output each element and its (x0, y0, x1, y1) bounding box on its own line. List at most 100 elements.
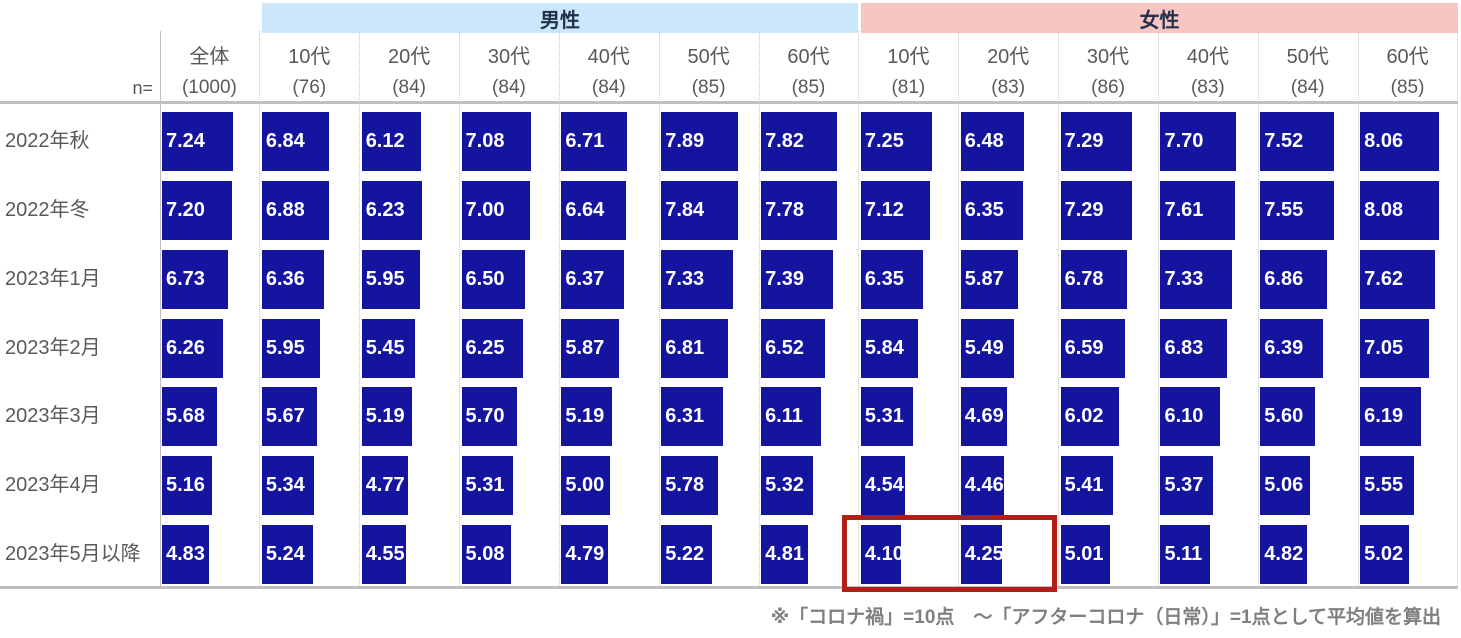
column-header-female-8: 20代 (987, 46, 1030, 68)
value-bar: 6.78 (1060, 249, 1127, 309)
value-bar: 7.25 (860, 112, 932, 171)
female-band-label: 女性 (1139, 9, 1180, 32)
column-separator (1157, 31, 1159, 588)
value-bar: 7.52 (1260, 112, 1334, 171)
value-bar: 7.24 (162, 112, 233, 171)
value-bar: 4.55 (361, 525, 407, 585)
value-bar: 6.50 (461, 249, 525, 309)
value-bar: 5.87 (561, 318, 619, 378)
row-label: 2023年5月以降 (5, 543, 141, 566)
value-bar: 4.81 (761, 525, 808, 585)
value-bar: 6.81 (661, 318, 728, 378)
value-bar: 5.34 (261, 456, 314, 516)
column-separator (1357, 31, 1359, 588)
column-header-female-9: 30代 (1086, 46, 1130, 68)
column-separator (958, 31, 960, 588)
value-bar: 5.11 (1160, 525, 1211, 585)
value-bar: 6.02 (1060, 387, 1120, 447)
column-separator (858, 31, 860, 588)
column-header-female-12: 60代 (1386, 46, 1429, 68)
value-bar: 6.11 (761, 387, 821, 447)
column-separator (558, 31, 560, 588)
sample-size-all-0: (1000) (181, 77, 237, 98)
column-separator (658, 31, 660, 588)
value-bar: 5.31 (461, 456, 514, 516)
value-bar: 7.39 (761, 249, 834, 309)
sample-size-female-7: (81) (891, 77, 926, 98)
value-bar: 5.84 (860, 318, 918, 378)
value-bar: 7.55 (1260, 180, 1334, 240)
table-top-rule (0, 101, 1458, 104)
value-bar: 6.36 (261, 249, 324, 309)
row-label: 2022年冬 (5, 198, 90, 221)
column-separator (359, 31, 361, 588)
value-bar: 5.78 (661, 456, 718, 516)
sample-size-female-8: (83) (991, 77, 1026, 98)
value-bar: 8.06 (1360, 112, 1439, 171)
value-bar: 6.35 (960, 180, 1023, 240)
value-bar: 4.79 (561, 525, 609, 585)
value-bar: 5.49 (960, 318, 1015, 378)
value-bar: 6.25 (461, 318, 523, 378)
value-bar: 5.68 (162, 387, 218, 447)
value-bar: 6.71 (561, 112, 627, 171)
column-header-male-3: 30代 (487, 46, 531, 68)
value-bar: 7.82 (761, 112, 838, 171)
value-bar: 4.46 (960, 456, 1005, 516)
column-separator (259, 31, 261, 588)
value-bar: 7.20 (162, 180, 233, 240)
value-bar: 5.32 (761, 456, 813, 516)
value-bar: 7.78 (761, 180, 837, 240)
value-bar: 7.61 (1160, 180, 1235, 240)
value-bar: 6.10 (1160, 387, 1220, 447)
row-label: 2022年秋 (5, 129, 90, 152)
value-bar: 5.16 (162, 456, 213, 516)
column-separator (459, 31, 461, 588)
value-bar: 6.35 (860, 249, 923, 309)
column-header-female-11: 50代 (1286, 46, 1329, 68)
value-bar: 5.08 (461, 525, 512, 585)
value-bar: 5.95 (361, 249, 420, 309)
value-bar: 7.62 (1360, 249, 1435, 309)
column-header-male-2: 20代 (387, 46, 431, 68)
value-bar: 5.37 (1160, 456, 1213, 516)
value-bar: 6.64 (561, 180, 627, 240)
sample-size-female-10: (83) (1190, 77, 1225, 98)
value-bar: 6.73 (162, 249, 228, 309)
value-bar: 5.70 (461, 387, 518, 447)
value-bar: 5.02 (1360, 525, 1410, 585)
value-bar: 6.26 (162, 318, 224, 378)
value-bar: 5.01 (1060, 525, 1110, 585)
value-bar: 4.82 (1260, 525, 1308, 585)
value-bar: 7.08 (461, 112, 531, 171)
value-bar: 6.37 (561, 249, 624, 309)
footnote: ※「コロナ禍」=10点 ～「アフターコロナ（日常）」=1点として平均値を算出 (770, 607, 1441, 628)
column-header-male-1: 10代 (288, 46, 331, 68)
value-bar: 7.29 (1060, 180, 1132, 240)
value-bar: 5.55 (1360, 456, 1415, 516)
value-bar: 6.23 (361, 180, 423, 240)
column-separator (758, 31, 760, 588)
value-bar: 6.52 (761, 318, 825, 378)
value-bar: 5.22 (661, 525, 713, 585)
value-bar: 6.39 (1260, 318, 1323, 378)
value-bar: 6.48 (960, 112, 1024, 171)
value-bar: 5.19 (561, 387, 613, 447)
value-bar: 5.06 (1260, 456, 1310, 516)
value-bar: 7.89 (661, 112, 739, 171)
value-bar: 6.88 (261, 180, 329, 240)
highlight-box (842, 515, 1057, 592)
sample-size-male-5: (85) (691, 77, 726, 98)
sample-size-male-6: (85) (791, 77, 826, 98)
value-bar: 5.60 (1260, 387, 1315, 447)
column-separator (1257, 31, 1259, 588)
value-bar: 4.77 (361, 456, 409, 516)
value-bar: 7.00 (461, 180, 530, 240)
column-header-female-10: 40代 (1186, 46, 1229, 68)
n-equals-label: n= (132, 78, 153, 98)
row-label: 2023年4月 (5, 474, 101, 497)
sample-size-male-2: (84) (392, 77, 426, 98)
value-bar: 6.31 (661, 387, 723, 447)
sample-size-male-3: (84) (492, 77, 526, 98)
